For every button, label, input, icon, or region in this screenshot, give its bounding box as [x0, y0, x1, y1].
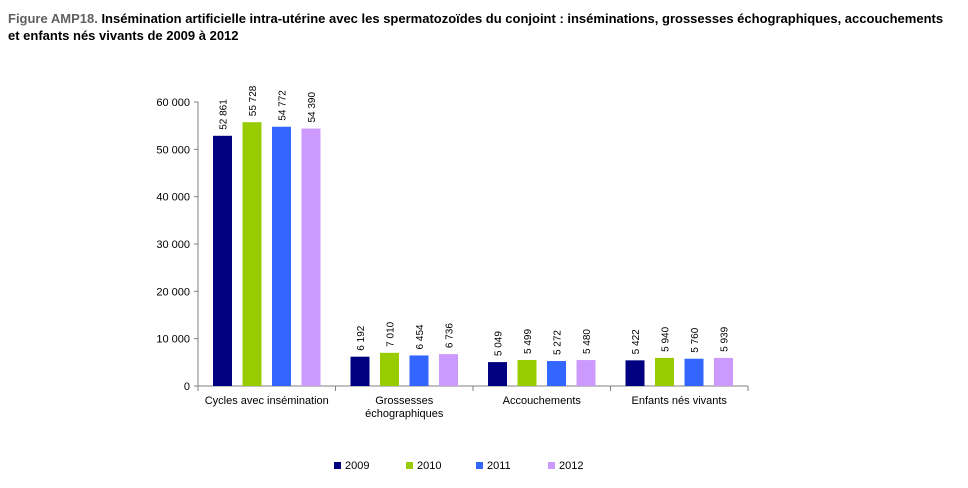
legend-swatch [548, 462, 555, 469]
figure-number: Figure AMP18. [8, 11, 98, 26]
y-tick-label: 20 000 [156, 286, 190, 298]
data-label: 6 736 [445, 323, 456, 348]
category-label: Accouchements [503, 395, 582, 407]
bar [714, 357, 733, 386]
data-label: 52 861 [219, 99, 230, 130]
data-label: 5 422 [631, 329, 642, 354]
bar [684, 358, 704, 386]
data-label: 5 480 [582, 329, 593, 354]
category-label: échographiques [365, 408, 444, 420]
chart-title: Figure AMP18. Insémination artificielle … [8, 10, 958, 44]
data-label: 7 010 [386, 321, 397, 346]
bar [350, 356, 370, 386]
legend-swatch [406, 462, 413, 469]
bar [272, 126, 291, 387]
data-label: 5 940 [661, 326, 672, 351]
bar [517, 359, 537, 386]
data-label: 6 454 [415, 324, 426, 349]
y-tick-label: 40 000 [156, 192, 190, 204]
bar [213, 135, 232, 386]
y-tick-label: 0 [184, 381, 190, 393]
category-label: Cycles avec insémination [205, 395, 329, 407]
legend-label: 2011 [487, 460, 511, 472]
bar [242, 122, 262, 387]
y-tick-label: 30 000 [156, 239, 190, 251]
bar [488, 362, 507, 386]
bar [547, 361, 566, 386]
bar [576, 360, 596, 386]
category-label: Enfants nés vivants [632, 395, 728, 407]
y-tick-label: 10 000 [156, 334, 190, 346]
figure-title-text: Insémination artificielle intra-utérine … [8, 11, 944, 43]
data-label: 6 192 [356, 325, 367, 350]
data-label: 5 049 [494, 331, 505, 356]
bar [655, 357, 674, 386]
legend-swatch [476, 462, 483, 469]
data-label: 54 390 [307, 92, 318, 123]
bar [409, 355, 429, 386]
bar [380, 352, 399, 386]
legend-label: 2009 [345, 460, 369, 472]
data-label: 5 939 [720, 326, 731, 351]
category-label: Grossesses [375, 395, 434, 407]
legend-label: 2010 [417, 460, 441, 472]
y-tick-label: 60 000 [156, 97, 190, 109]
data-label: 54 772 [278, 90, 289, 121]
bar [301, 128, 321, 386]
bar [625, 360, 645, 386]
legend-swatch [334, 462, 341, 469]
bar [439, 354, 458, 386]
data-label: 5 760 [690, 327, 701, 352]
y-tick-label: 50 000 [156, 144, 190, 156]
legend-label: 2012 [559, 460, 583, 472]
data-label: 5 272 [553, 330, 564, 355]
data-label: 5 499 [523, 329, 534, 354]
data-label: 55 728 [248, 85, 259, 116]
